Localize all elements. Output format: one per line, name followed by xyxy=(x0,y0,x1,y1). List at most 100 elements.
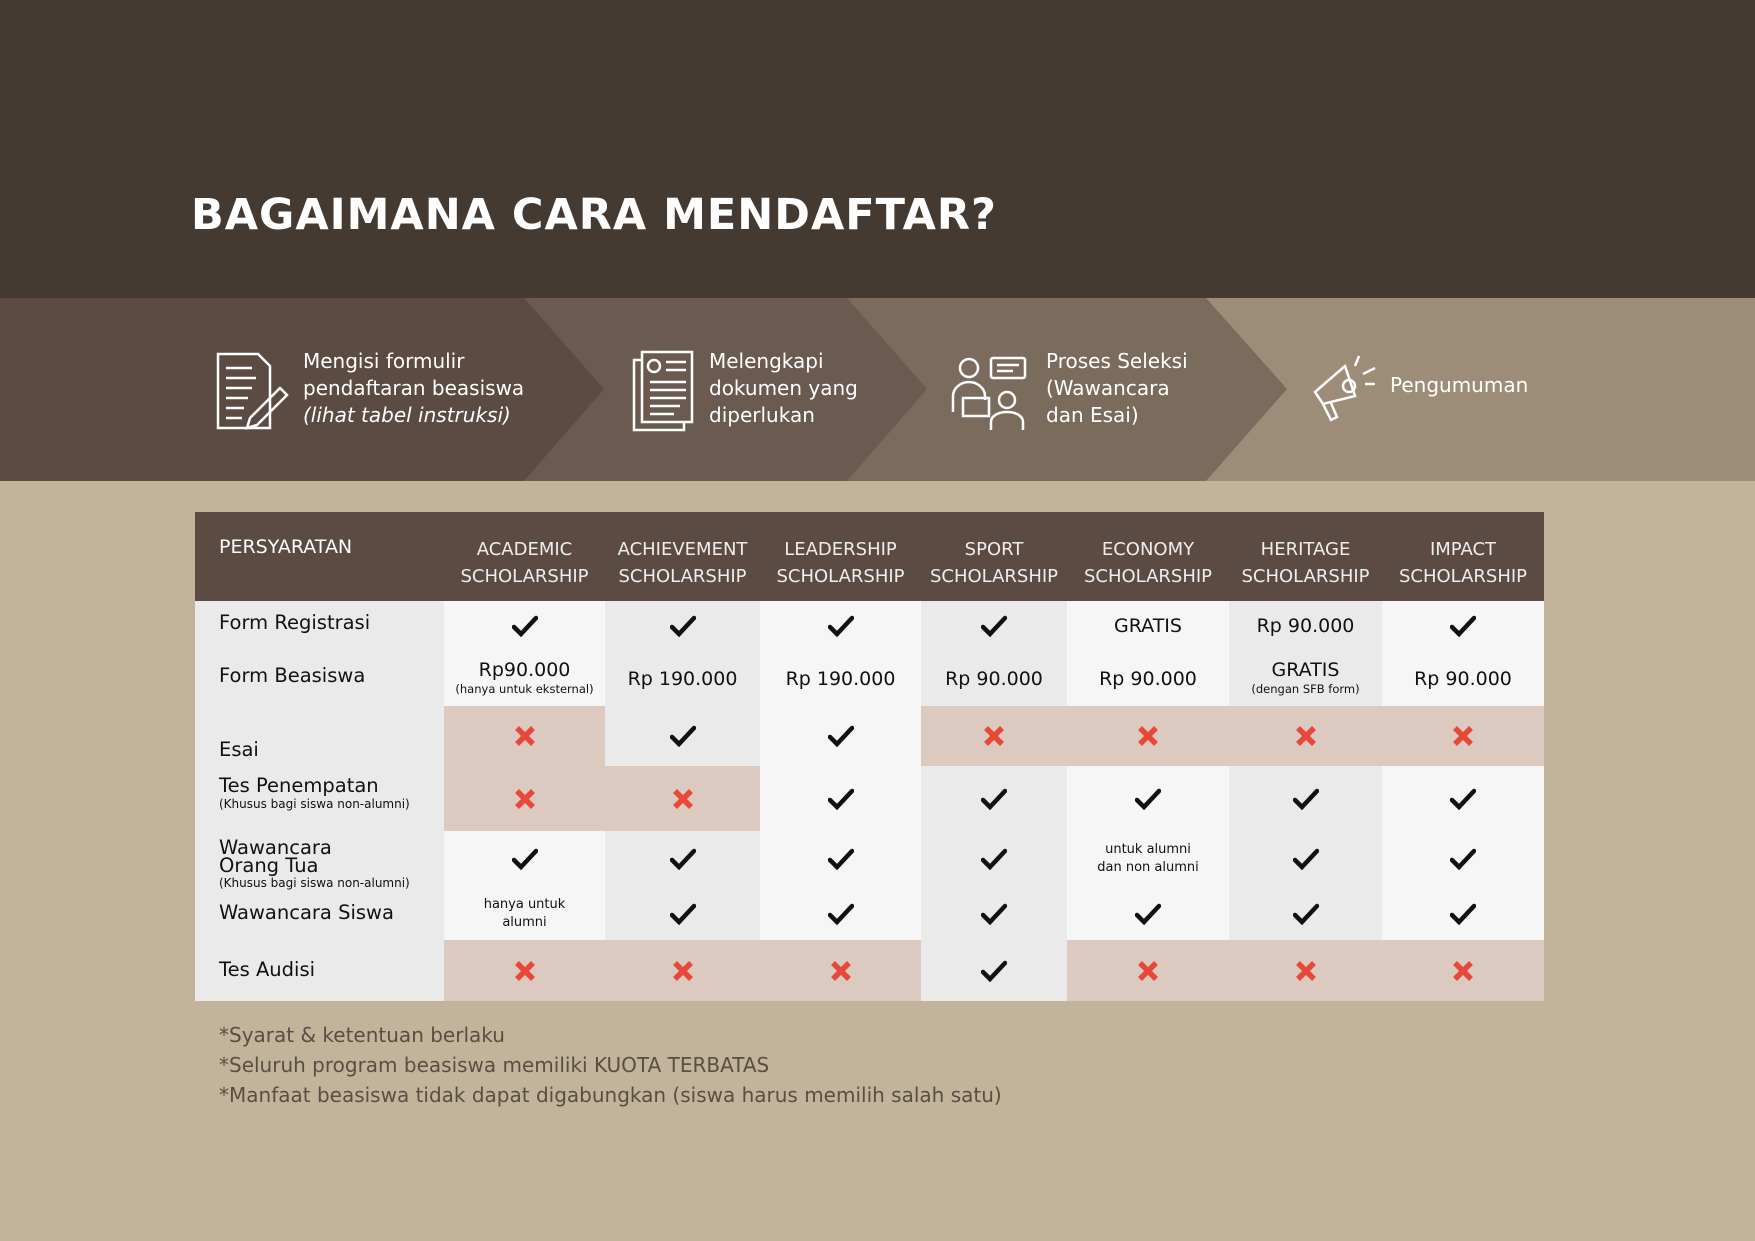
column-header-line: LEADERSHIP xyxy=(784,539,897,560)
cell-note: (dengan SFB form) xyxy=(1251,682,1360,696)
check-icon xyxy=(605,887,760,940)
check-icon xyxy=(921,887,1067,940)
column-header: ACHIEVEMENT SCHOLARSHIP xyxy=(605,536,760,590)
page-title: BAGAIMANA CARA MENDAFTAR? xyxy=(191,190,997,240)
cell-value: Rp90.000 xyxy=(478,659,571,681)
header-persyaratan: PERSYARATAN xyxy=(219,536,353,558)
value-cell: GRATIS (dengan SFB form) xyxy=(1229,651,1382,706)
cross-icon xyxy=(444,766,605,831)
value-cell: Rp90.000 (hanya untuk eksternal) xyxy=(444,651,605,706)
row-label: Esai xyxy=(219,740,259,760)
cross-icon xyxy=(1382,940,1544,1001)
value-cell: hanya untuk alumni xyxy=(444,887,605,940)
row-label-text: Tes Penempatan xyxy=(219,774,379,797)
row-label: Wawancara Siswa xyxy=(219,903,394,923)
column-header-line: SPORT xyxy=(964,539,1024,560)
column-header-line: ACHIEVEMENT xyxy=(617,539,748,560)
check-icon xyxy=(1229,766,1382,831)
check-icon xyxy=(1382,887,1544,940)
check-icon xyxy=(444,831,605,887)
column-header: HERITAGE SCHOLARSHIP xyxy=(1229,536,1382,590)
check-icon xyxy=(605,601,760,651)
cell-value: untuk alumni dan non alumni xyxy=(1097,842,1199,875)
row-label: Tes Audisi xyxy=(219,960,315,980)
step-2: Melengkapi dokumen yang diperlukan xyxy=(709,348,858,429)
value-cell: Rp 90.000 xyxy=(921,651,1067,706)
check-icon xyxy=(1229,831,1382,887)
check-icon xyxy=(1382,601,1544,651)
footnote: *Syarat & ketentuan berlaku xyxy=(219,1023,505,1047)
row-label: Form Registrasi xyxy=(219,613,370,633)
check-icon xyxy=(1382,766,1544,831)
step-4-line: Pengumuman xyxy=(1390,373,1529,397)
step-1-line: pendaftaran beasiswa xyxy=(303,376,525,400)
value-cell: GRATIS xyxy=(1067,601,1229,651)
row-label: Tes Penempatan (Khusus bagi siswa non-alu… xyxy=(219,776,410,812)
column-header: IMPACT SCHOLARSHIP xyxy=(1382,536,1544,590)
row-label-note: (Khusus bagi siswa non-alumni) xyxy=(219,876,410,890)
check-icon xyxy=(921,601,1067,651)
value-cell: Rp 190.000 xyxy=(760,651,921,706)
cell-value: hanya untuk alumni xyxy=(483,896,566,930)
value-cell: Rp 90.000 xyxy=(1067,651,1229,706)
step-1: Mengisi formulir pendaftaran beasiswa (l… xyxy=(303,348,524,429)
check-icon xyxy=(760,831,921,887)
column-header-line: SCHOLARSHIP xyxy=(618,566,747,587)
cell-value: Rp 90.000 xyxy=(1414,667,1512,690)
step-1-line: Mengisi formulir xyxy=(303,349,465,373)
check-icon xyxy=(605,831,760,887)
table-header xyxy=(195,512,1544,601)
footnotes: *Syarat & ketentuan berlaku *Seluruh pro… xyxy=(219,1020,1002,1110)
form-pencil-icon xyxy=(216,352,289,430)
check-icon xyxy=(760,766,921,831)
header-band xyxy=(0,0,1755,298)
cross-icon xyxy=(605,940,760,1001)
check-icon xyxy=(1229,887,1382,940)
step-1-bg xyxy=(0,298,604,481)
step-1-italic: (lihat tabel instruksi) xyxy=(303,403,511,427)
label-column xyxy=(195,601,444,1001)
interview-icon xyxy=(951,356,1027,430)
column-header-line: SCHOLARSHIP xyxy=(1398,566,1528,587)
cell-value: Rp 90.000 xyxy=(1099,667,1197,690)
check-icon xyxy=(605,706,760,766)
cell-note: (hanya untuk eksternal) xyxy=(455,682,594,696)
row-label-text: Wawancara Orang Tua xyxy=(219,836,332,877)
check-icon xyxy=(921,940,1067,1001)
step-2-line: diperlukan xyxy=(709,403,815,427)
step-3-line: dan Esai) xyxy=(1046,403,1139,427)
check-icon xyxy=(444,601,605,651)
check-icon xyxy=(760,887,921,940)
documents-icon xyxy=(632,350,694,432)
requirements-table: PERSYARATAN ACADEMIC SCHOLARSHIP ACHIEVEME… xyxy=(195,512,1544,1001)
cross-icon xyxy=(1067,940,1229,1001)
cross-icon xyxy=(1229,706,1382,766)
cross-icon xyxy=(1067,706,1229,766)
cross-icon xyxy=(444,706,605,766)
check-icon xyxy=(1067,766,1229,831)
step-3: Proses Seleksi (Wawancara dan Esai) xyxy=(1046,348,1188,429)
check-icon xyxy=(1382,831,1544,887)
cross-icon xyxy=(1382,706,1544,766)
step-4: Pengumuman xyxy=(1390,372,1528,399)
row-label-text: Tes Audisi xyxy=(219,958,316,981)
cross-icon xyxy=(444,940,605,1001)
row-label-text: Form Beasiswa xyxy=(219,664,366,687)
cross-icon xyxy=(760,940,921,1001)
row-label-text: Wawancara Siswa xyxy=(219,901,394,924)
column-header-line: SCHOLARSHIP xyxy=(460,566,589,587)
row-label-text: Esai xyxy=(219,738,259,761)
column-header-line: SCHOLARSHIP xyxy=(929,566,1059,587)
value-cell: Rp 90.000 xyxy=(1229,601,1382,651)
footnote: *Manfaat beasiswa tidak dapat digabungka… xyxy=(219,1083,1002,1107)
value-cell: untuk alumni dan non alumni xyxy=(1067,831,1229,887)
footnote: *Seluruh program beasiswa memiliki KUOTA… xyxy=(219,1053,770,1077)
step-2-line: Melengkapi xyxy=(709,349,824,373)
column-header: ACADEMIC SCHOLARSHIP xyxy=(444,536,605,590)
check-icon xyxy=(921,766,1067,831)
cell-value: Rp 190.000 xyxy=(627,667,738,690)
check-icon xyxy=(921,831,1067,887)
check-icon xyxy=(760,706,921,766)
column-header-line: ACADEMIC xyxy=(476,539,573,560)
column-header-line: HERITAGE xyxy=(1260,539,1351,560)
